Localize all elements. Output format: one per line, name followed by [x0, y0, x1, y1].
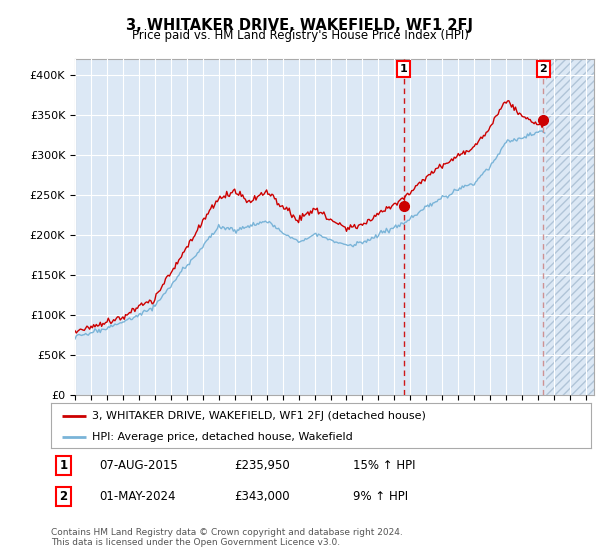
Text: 1: 1: [59, 459, 67, 472]
Text: Price paid vs. HM Land Registry's House Price Index (HPI): Price paid vs. HM Land Registry's House …: [131, 29, 469, 42]
Bar: [546, 59, 594, 395]
Text: 3, WHITAKER DRIVE, WAKEFIELD, WF1 2FJ: 3, WHITAKER DRIVE, WAKEFIELD, WF1 2FJ: [127, 18, 473, 33]
Text: 01-MAY-2024: 01-MAY-2024: [100, 490, 176, 503]
Text: £343,000: £343,000: [235, 490, 290, 503]
Text: Contains HM Land Registry data © Crown copyright and database right 2024.
This d: Contains HM Land Registry data © Crown c…: [51, 528, 403, 547]
Text: £235,950: £235,950: [235, 459, 290, 472]
Text: 3, WHITAKER DRIVE, WAKEFIELD, WF1 2FJ (detached house): 3, WHITAKER DRIVE, WAKEFIELD, WF1 2FJ (d…: [91, 410, 425, 421]
Text: 2: 2: [59, 490, 67, 503]
Text: 1: 1: [400, 64, 407, 74]
Text: 9% ↑ HPI: 9% ↑ HPI: [353, 490, 409, 503]
Text: 07-AUG-2015: 07-AUG-2015: [100, 459, 178, 472]
Text: HPI: Average price, detached house, Wakefield: HPI: Average price, detached house, Wake…: [91, 432, 352, 442]
Text: 2: 2: [539, 64, 547, 74]
Text: 15% ↑ HPI: 15% ↑ HPI: [353, 459, 416, 472]
